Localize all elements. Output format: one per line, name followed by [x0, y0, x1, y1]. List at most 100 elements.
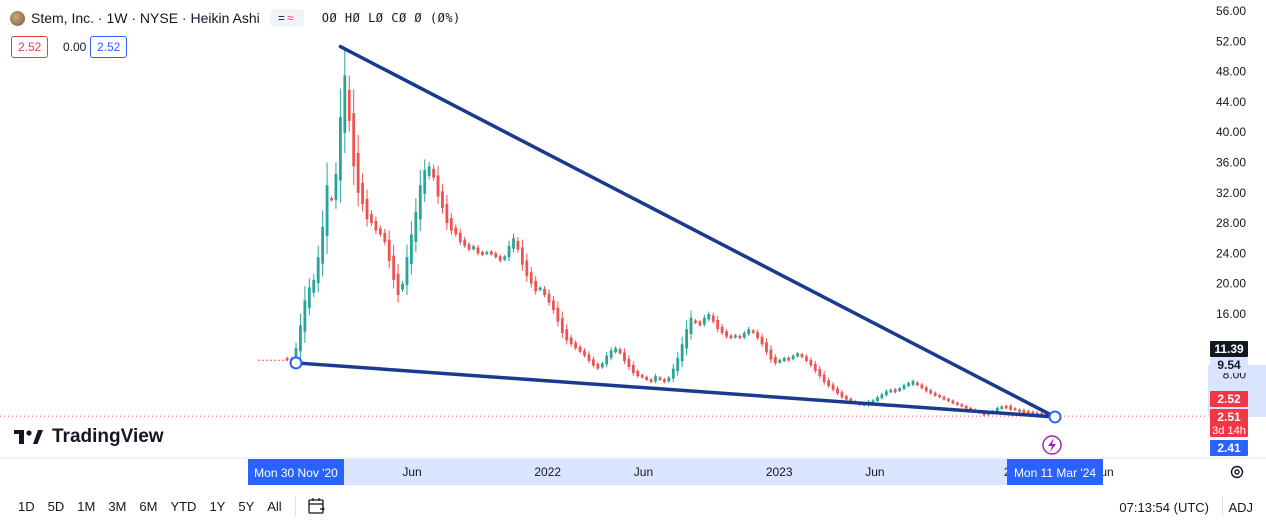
tradingview-logo[interactable]: TradingView: [14, 426, 164, 448]
wedge-trendline[interactable]: [338, 44, 1057, 419]
sell-price-box[interactable]: 2.52: [11, 36, 49, 58]
utc-clock[interactable]: 07:13:54 (UTC): [1119, 500, 1209, 515]
trendline-anchor-handle[interactable]: [1048, 410, 1062, 424]
candle: [725, 329, 728, 339]
lightning-glyph: [1048, 438, 1056, 452]
candle: [773, 354, 777, 366]
axis-price-label-bg: [1210, 391, 1248, 407]
candle-body: [343, 75, 347, 133]
time-range-label: Mon 30 Nov '20: [248, 459, 344, 485]
candle: [418, 169, 422, 232]
candle-body: [467, 244, 471, 250]
candle-body: [423, 170, 427, 194]
price-tick-label: 56.00: [1216, 4, 1246, 18]
timeframe-1y[interactable]: 1Y: [209, 498, 226, 514]
time-range-label-text: Mon 30 Nov '20: [254, 466, 338, 480]
candle: [520, 239, 524, 271]
candle: [445, 195, 449, 230]
candle-body: [458, 232, 462, 243]
timeframe-6m[interactable]: 6M: [139, 498, 158, 514]
timeframe-1d[interactable]: 1D: [18, 498, 35, 514]
candle-body: [951, 400, 955, 404]
candle: [805, 354, 808, 363]
candle: [942, 395, 946, 401]
candle-body: [720, 326, 724, 333]
timeframe-1m[interactable]: 1M: [77, 498, 96, 514]
timeframe-5d[interactable]: 5D: [47, 498, 65, 514]
candle-body: [591, 359, 595, 366]
candle: [387, 230, 391, 269]
candle-body: [410, 234, 413, 265]
candle-body: [614, 348, 617, 353]
compare-button[interactable]: = ≈: [269, 9, 304, 27]
candle-body: [520, 247, 524, 265]
candle: [778, 358, 782, 364]
candle-body: [338, 117, 342, 181]
candle-body: [578, 346, 582, 352]
candle: [822, 370, 826, 385]
candle-body: [352, 113, 356, 167]
axis-price-label-bg: [1210, 409, 1248, 437]
candle-body: [569, 337, 573, 345]
candle-body: [507, 245, 511, 258]
lightning-event-icon[interactable]: [1042, 435, 1062, 455]
candle: [609, 347, 613, 361]
candle-body: [365, 198, 369, 220]
timeframe-5y[interactable]: 5Y: [238, 498, 255, 514]
timeframe-3m[interactable]: 3M: [108, 498, 127, 514]
wedge-trendline[interactable]: [294, 361, 1057, 419]
candle: [920, 382, 924, 390]
candle-body: [543, 288, 546, 296]
candle: [330, 196, 333, 202]
tradingview-mark-icon: [14, 430, 43, 444]
timeframe-all[interactable]: All: [267, 498, 282, 514]
candle: [800, 352, 804, 359]
candle: [836, 386, 839, 396]
candle-body: [773, 356, 777, 364]
timeframe-ytd[interactable]: YTD: [170, 498, 197, 514]
candle: [436, 165, 440, 204]
buy-price-box[interactable]: 2.52: [90, 36, 128, 58]
candle: [321, 210, 325, 277]
candle-body: [623, 352, 626, 361]
candle: [685, 320, 688, 356]
candle: [769, 345, 773, 363]
candle-body: [844, 396, 848, 400]
spread-value: 0.00: [56, 36, 94, 58]
candle: [565, 324, 569, 345]
candle: [605, 351, 609, 368]
candle: [791, 354, 795, 361]
candle: [591, 356, 595, 368]
candle-body: [707, 314, 711, 320]
candle-body: [316, 257, 320, 284]
candle: [694, 319, 697, 325]
candle-body: [516, 240, 520, 250]
axis-price-label-text: 2.52: [1217, 392, 1241, 406]
candle-body: [574, 342, 578, 349]
candle: [343, 49, 347, 153]
candle: [485, 250, 489, 256]
candle-body: [1018, 409, 1021, 412]
candle-body: [663, 379, 666, 383]
trendline-layer[interactable]: [289, 44, 1062, 455]
date-range-calendar-icon[interactable]: [306, 496, 328, 516]
adjust-data-toggle[interactable]: ADJ: [1228, 500, 1253, 515]
candle: [507, 240, 511, 262]
candle: [818, 365, 822, 379]
candle: [907, 381, 910, 388]
trendline-anchor-handle[interactable]: [289, 356, 303, 370]
candle: [787, 356, 791, 362]
candle-body: [636, 371, 640, 377]
axis-settings-gear-icon[interactable]: [1229, 464, 1245, 480]
candle-body: [565, 329, 569, 341]
symbol-title[interactable]: Stem, Inc. · 1W · NYSE · Heikin Ashi: [31, 10, 260, 26]
candle: [796, 351, 799, 358]
candle: [587, 351, 591, 364]
candle: [840, 389, 844, 400]
candle-body: [445, 203, 449, 224]
candle: [889, 388, 893, 394]
candle-body: [427, 166, 431, 176]
candle-body: [307, 287, 311, 309]
